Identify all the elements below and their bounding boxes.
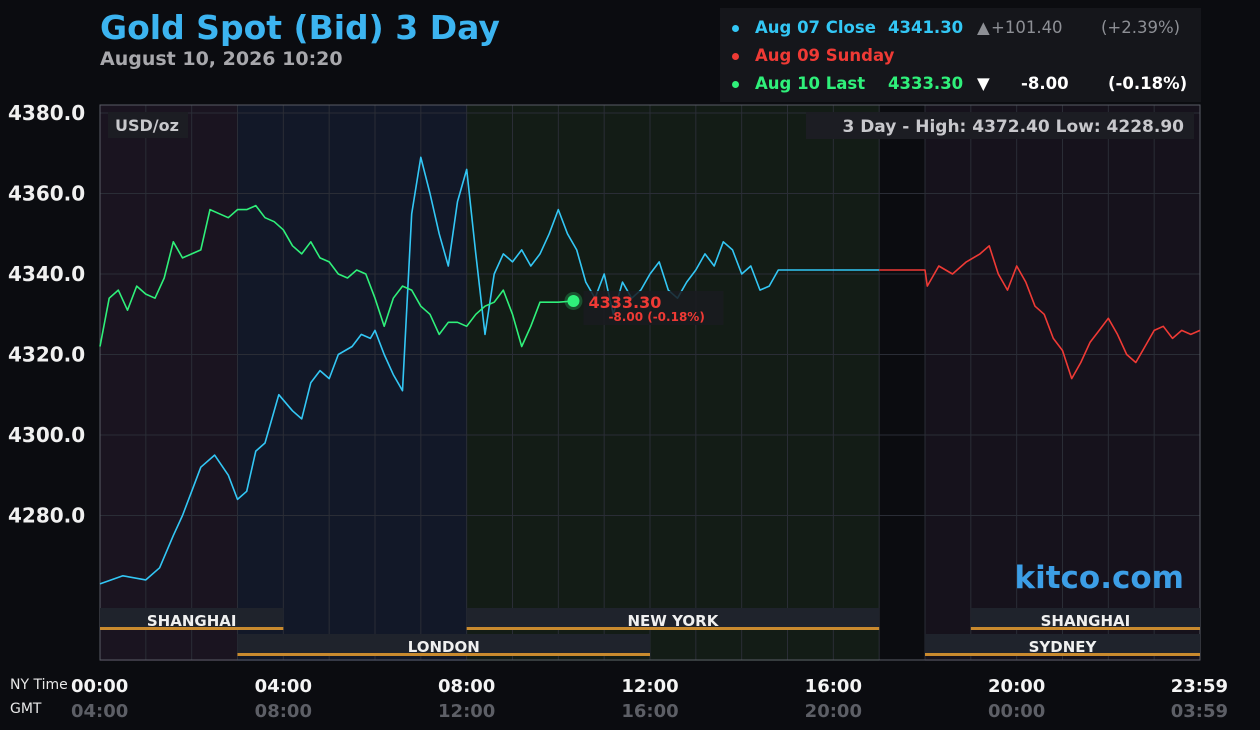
high-low-label: 3 Day - High: 4372.40 Low: 4228.90 — [842, 117, 1184, 137]
legend-pct: (-0.18%) — [1108, 74, 1188, 93]
x-tick-label-ny: 12:00 — [621, 676, 678, 697]
series-line — [99, 204, 574, 348]
legend-pct: (+2.39%) — [1101, 18, 1181, 37]
legend-dot-icon — [732, 25, 739, 32]
session-label: NEW YORK — [628, 612, 720, 630]
x-tick-label-ny: 23:59 — [1171, 676, 1228, 697]
session-label: SHANGHAI — [147, 612, 237, 630]
x-tick-label-gmt: 20:00 — [805, 701, 862, 722]
y-tick-label: 4340.0 — [8, 262, 85, 286]
session-shade — [879, 105, 925, 661]
legend-panel: Aug 07 Close 4341.30 ▲ +101.40 (+2.39%) … — [720, 8, 1201, 102]
session-bar-underline — [100, 627, 284, 630]
legend-label: Aug 09 Sunday — [755, 46, 895, 65]
y-tick-label: 4320.0 — [8, 343, 85, 367]
session-bar-underline — [237, 653, 650, 656]
unit-label: USD/oz — [115, 116, 179, 135]
session-bar-underline — [466, 627, 880, 630]
last-point-label-box — [583, 290, 724, 325]
y-tick-label: 4360.0 — [8, 182, 85, 206]
session-bar — [237, 634, 650, 656]
legend-dot-icon — [732, 53, 739, 60]
legend-label: Aug 10 Last — [755, 74, 866, 93]
legend-dot-icon — [732, 81, 739, 88]
y-tick-label: 4280.0 — [8, 503, 85, 527]
session-shade — [237, 105, 467, 661]
x-tick-label-gmt: 16:00 — [621, 701, 678, 722]
legend-value: 4341.30 — [888, 18, 964, 37]
x-tick-label-ny: 08:00 — [438, 676, 495, 697]
last-point-change: -8.00 (-0.18%) — [608, 310, 704, 324]
y-tick-label: 4380.0 — [8, 101, 85, 125]
session-shade — [466, 105, 880, 661]
session-bar — [970, 608, 1200, 630]
high-low-box — [806, 112, 1194, 139]
x-tick-label-ny: 20:00 — [988, 676, 1045, 697]
last-point-value: 4333.30 — [588, 293, 661, 312]
chart-timestamp: August 10, 2026 10:20 — [100, 48, 343, 70]
session-bar-underline — [970, 627, 1200, 630]
session-label: SHANGHAI — [1041, 612, 1131, 630]
x-tick-label-ny: 16:00 — [805, 676, 862, 697]
legend-change: -8.00 — [1021, 74, 1069, 93]
last-point-marker — [567, 294, 580, 307]
x-tick-label-gmt: 12:00 — [438, 701, 495, 722]
x-tick-label-gmt: 08:00 — [255, 701, 312, 722]
legend-arrow-down-icon: ▼ — [977, 74, 990, 93]
plot-frame — [99, 104, 1201, 661]
x-tick-label-gmt: 03:59 — [1171, 701, 1228, 722]
x-axis-label-gmt: GMT — [10, 701, 42, 717]
x-tick-label-gmt: 04:00 — [71, 701, 128, 722]
session-label: LONDON — [408, 638, 480, 656]
chart-title: Gold Spot (Bid) 3 Day — [100, 8, 500, 47]
session-shade — [100, 105, 238, 661]
x-tick-label-gmt: 00:00 — [988, 701, 1045, 722]
legend-change: +101.40 — [991, 18, 1063, 37]
x-axis-label-ny: NY Time — [10, 677, 68, 693]
unit-label-box — [108, 112, 188, 138]
series-line — [879, 245, 1201, 380]
session-bar — [466, 608, 880, 630]
watermark: kitco.com — [1015, 560, 1185, 596]
session-bar — [925, 634, 1200, 656]
session-bar-underline — [925, 653, 1200, 656]
y-tick-label: 4300.0 — [8, 423, 85, 447]
legend-label: Aug 07 Close — [755, 18, 876, 37]
series-line — [99, 156, 880, 585]
x-tick-label-ny: 00:00 — [71, 676, 128, 697]
session-bar — [100, 608, 284, 630]
legend-value: 4333.30 — [888, 74, 964, 93]
x-tick-label-ny: 04:00 — [255, 676, 312, 697]
legend-arrow-up-icon: ▲ — [977, 18, 990, 37]
session-label: SYDNEY — [1029, 638, 1098, 656]
